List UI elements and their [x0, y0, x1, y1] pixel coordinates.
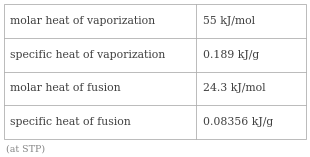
Text: 24.3 kJ/mol: 24.3 kJ/mol [203, 83, 265, 93]
Text: specific heat of vaporization: specific heat of vaporization [10, 50, 165, 60]
Text: molar heat of vaporization: molar heat of vaporization [10, 16, 155, 26]
Text: 0.08356 kJ/g: 0.08356 kJ/g [203, 117, 273, 127]
Text: molar heat of fusion: molar heat of fusion [10, 83, 121, 93]
Text: (at STP): (at STP) [6, 144, 45, 153]
Text: 55 kJ/mol: 55 kJ/mol [203, 16, 255, 26]
Bar [4, 4, 306, 139]
Text: specific heat of fusion: specific heat of fusion [10, 117, 131, 127]
Text: 0.189 kJ/g: 0.189 kJ/g [203, 50, 259, 60]
